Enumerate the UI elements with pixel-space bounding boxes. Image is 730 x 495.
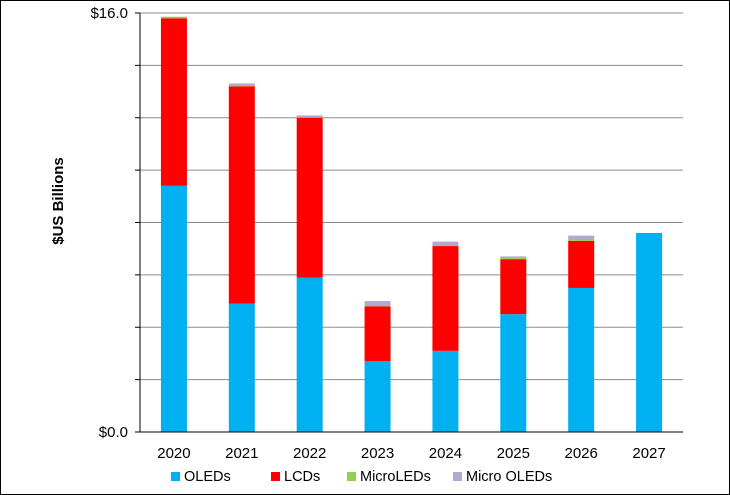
- y-tick-label: $0.0: [99, 424, 128, 441]
- gridlines: [140, 12, 683, 381]
- legend-label-micro-oleds: Micro OLEDs: [466, 469, 552, 485]
- legend-label-microleds: MicroLEDs: [360, 469, 431, 485]
- bar-lcds-2021: [228, 86, 255, 304]
- bar-micro-oleds-2024: [432, 241, 459, 245]
- bar-micro-oleds-2026: [568, 235, 595, 240]
- legend-label-lcds: LCDs: [284, 469, 320, 485]
- bar-microleds-2021: [228, 84, 255, 87]
- y-tick-label: $16.0: [90, 5, 128, 22]
- x-tick-label: 2025: [497, 445, 530, 462]
- bar-micro-oleds-2021: [228, 83, 255, 86]
- bar-microleds-2026: [568, 239, 595, 241]
- bar-microleds-2020: [160, 16, 187, 19]
- legend-swatch-oleds: [171, 472, 180, 481]
- x-tick-label: 2020: [157, 445, 190, 462]
- axes: [135, 12, 683, 433]
- tick-labels: 2020 2021 2022 2023 2024 2025 2026 2027 $0.0 $16.…: [90, 5, 665, 462]
- bar-lcds-2020: [160, 18, 187, 186]
- bar-micro-oleds-2025: [500, 256, 527, 258]
- x-tick-label: 2023: [361, 445, 394, 462]
- bar-lcds-2025: [500, 259, 527, 315]
- bar-lcds-2026: [568, 240, 595, 288]
- x-tick-label: 2024: [429, 445, 462, 462]
- bar-oleds-2024: [432, 350, 459, 432]
- bar-oleds-2025: [500, 314, 527, 432]
- bar-oleds-2021: [228, 303, 255, 432]
- y-axis-title: $US Billions: [50, 157, 67, 245]
- bar-lcds-2022: [296, 117, 323, 278]
- bar-microleds-2024: [432, 244, 459, 247]
- bar-microleds-2023: [364, 304, 391, 307]
- legend: OLEDs LCDs MicroLEDs Micro OLEDs: [171, 469, 552, 485]
- legend-swatch-lcds: [271, 472, 280, 481]
- bar-micro-oleds-2022: [296, 115, 323, 117]
- x-tick-label: 2026: [565, 445, 598, 462]
- bar-microleds-2022: [296, 116, 323, 118]
- x-tick-label: 2022: [293, 445, 326, 462]
- bar-oleds-2020: [160, 185, 187, 432]
- bar-lcds-2024: [432, 246, 459, 351]
- bar-lcds-2023: [364, 306, 391, 362]
- bar-microleds-2025: [500, 257, 527, 260]
- x-tick-label: 2027: [632, 445, 665, 462]
- bar-oleds-2026: [568, 287, 595, 432]
- bars: [160, 16, 663, 432]
- x-tick-label: 2021: [225, 445, 258, 462]
- bar-oleds-2023: [364, 361, 391, 432]
- bar-micro-oleds-2023: [364, 301, 391, 305]
- bar-oleds-2022: [296, 277, 323, 432]
- legend-swatch-microleds: [347, 472, 356, 481]
- bar-oleds-2027: [636, 232, 663, 432]
- legend-label-oleds: OLEDs: [184, 469, 231, 485]
- legend-swatch-micro-oleds: [453, 472, 462, 481]
